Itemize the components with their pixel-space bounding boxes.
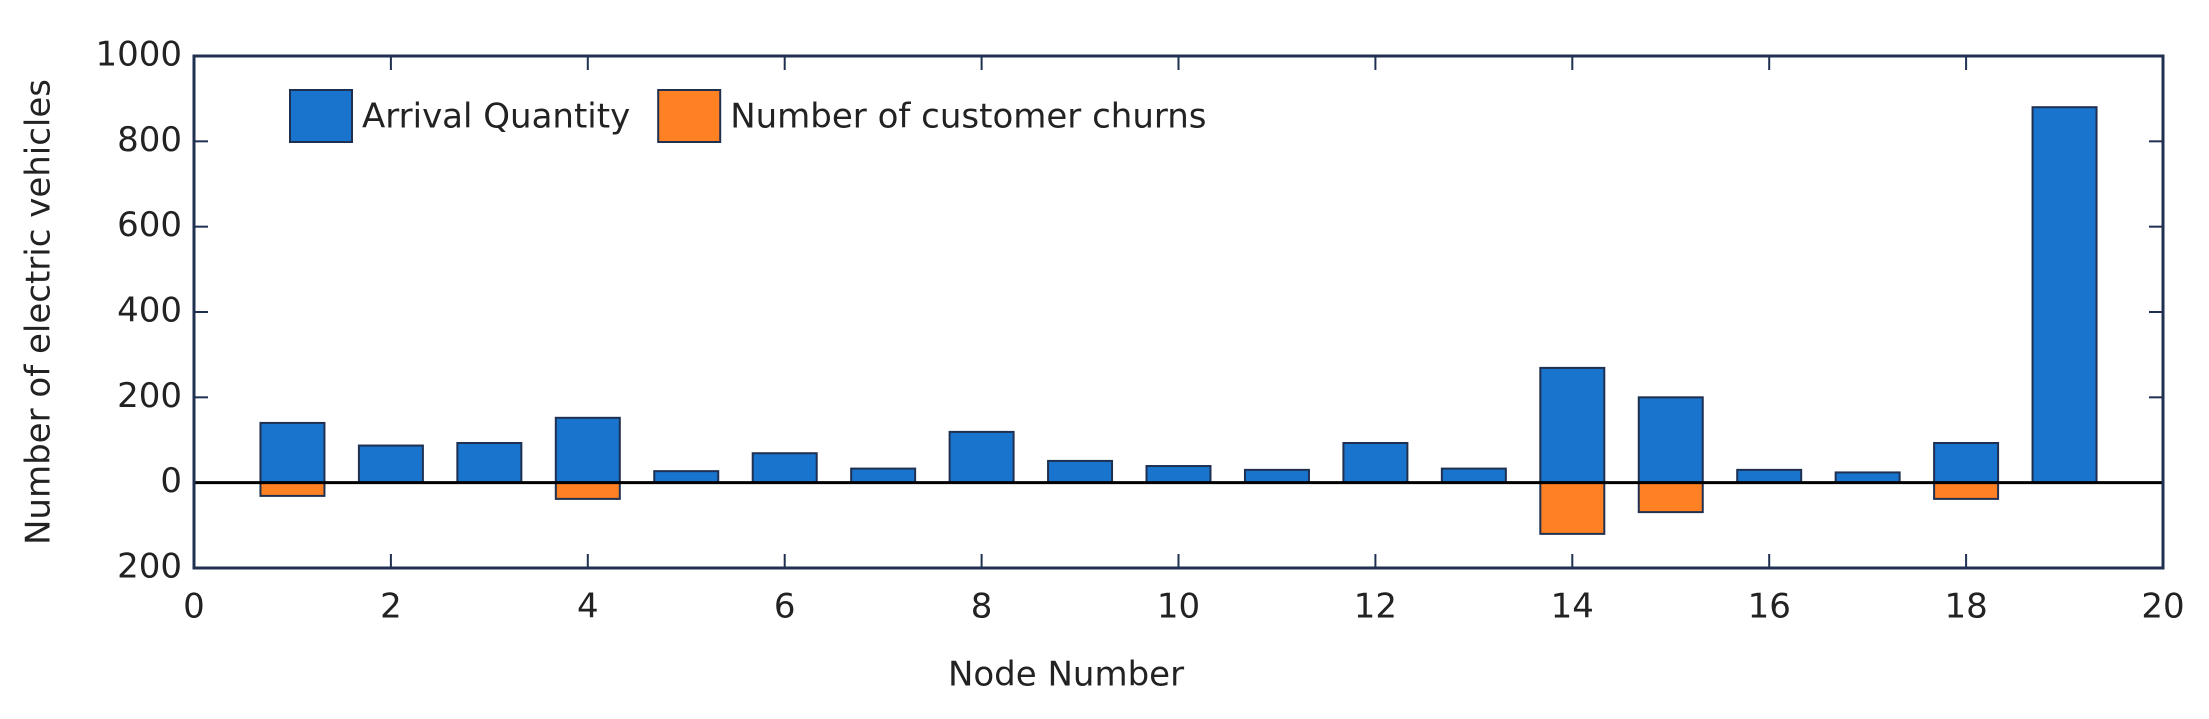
x-axis-label: Node Number xyxy=(948,655,1184,695)
x-tick-label: 4 xyxy=(577,587,599,627)
bar xyxy=(1342,441,1409,484)
y-tick-label: 200 xyxy=(117,547,182,587)
x-tick-label: 6 xyxy=(774,587,796,627)
bar xyxy=(751,452,818,484)
bar xyxy=(653,470,720,484)
legend-swatch xyxy=(657,89,722,143)
x-tick-label: 2 xyxy=(380,587,402,627)
x-tick-label: 16 xyxy=(1748,587,1791,627)
y-tick-label: 800 xyxy=(117,120,182,160)
y-tick-label: 200 xyxy=(117,376,182,416)
bar xyxy=(1736,468,1803,484)
bar xyxy=(1637,481,1704,514)
bar xyxy=(1834,471,1901,484)
bar xyxy=(1440,467,1507,484)
bar xyxy=(554,481,621,500)
bar xyxy=(1933,441,2000,484)
y-tick-label: 400 xyxy=(117,291,182,331)
bar xyxy=(456,441,523,484)
bar xyxy=(357,444,424,484)
y-tick-label: 600 xyxy=(117,205,182,245)
bar xyxy=(2031,106,2098,484)
bar xyxy=(1539,366,1606,484)
x-tick-label: 12 xyxy=(1354,587,1397,627)
x-tick-label: 8 xyxy=(971,587,993,627)
bar xyxy=(850,467,917,484)
bar xyxy=(259,421,326,484)
bar xyxy=(1145,465,1212,484)
legend-label: Arrival Quantity xyxy=(362,97,630,137)
bar xyxy=(948,430,1015,484)
x-tick-label: 14 xyxy=(1551,587,1594,627)
bar xyxy=(554,416,621,484)
legend-label: Number of customer churns xyxy=(730,97,1206,137)
y-tick-label: 1000 xyxy=(95,35,182,75)
x-tick-label: 10 xyxy=(1157,587,1200,627)
bar xyxy=(1637,396,1704,484)
x-tick-label: 20 xyxy=(2141,587,2184,627)
bar xyxy=(1539,481,1606,535)
bar xyxy=(1047,459,1114,484)
bar xyxy=(259,481,326,497)
bar xyxy=(1933,481,2000,500)
y-tick-label: 0 xyxy=(160,461,182,501)
plot-frame xyxy=(192,54,2165,570)
x-tick-label: 18 xyxy=(1944,587,1987,627)
legend-swatch xyxy=(289,89,353,143)
bar xyxy=(1243,468,1310,484)
x-tick-label: 0 xyxy=(183,587,205,627)
y-axis-label: Number of electric vehicles xyxy=(19,79,59,545)
